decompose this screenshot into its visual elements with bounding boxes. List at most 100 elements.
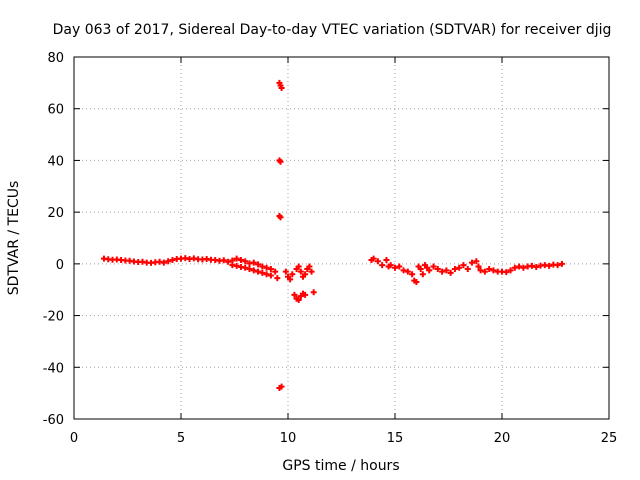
data-point (308, 268, 315, 275)
data-point (379, 262, 386, 269)
data-point (306, 263, 313, 270)
data-point (250, 267, 257, 274)
data-point (456, 264, 463, 271)
data-point (310, 289, 317, 296)
data-point (481, 268, 488, 275)
data-point (464, 266, 471, 273)
y-tick-label: -20 (43, 310, 64, 325)
data-point (246, 266, 253, 273)
data-point (282, 268, 289, 275)
data-point (225, 258, 232, 265)
data-point (277, 214, 284, 221)
data-point (558, 260, 565, 267)
data-point (274, 275, 281, 282)
y-tick-label: 40 (47, 154, 64, 169)
x-tick-label: 15 (387, 431, 404, 446)
x-tick-label: 25 (601, 431, 618, 446)
data-point (387, 262, 394, 269)
data-point (503, 269, 510, 276)
data-point (220, 257, 227, 264)
data-point (267, 266, 274, 273)
data-point (469, 259, 476, 266)
y-tick-label: 20 (47, 206, 64, 221)
data-point (473, 258, 480, 265)
data-point (533, 263, 540, 270)
data-point (169, 256, 176, 263)
data-point (259, 263, 266, 270)
data-point (409, 271, 416, 278)
data-point (430, 263, 437, 270)
y-axis-label: SDTVAR / TECUs (6, 181, 22, 296)
data-point (263, 264, 270, 271)
data-point (413, 278, 420, 285)
data-point (447, 269, 454, 276)
data-point (295, 263, 302, 270)
y-tick-label: 60 (47, 103, 64, 118)
data-points (100, 79, 565, 391)
data-point (490, 267, 497, 274)
data-point (546, 262, 553, 269)
data-point (486, 266, 493, 273)
data-point (374, 258, 381, 265)
data-point (242, 258, 249, 265)
data-point (477, 267, 484, 274)
data-point (475, 263, 482, 270)
x-tick-label: 10 (280, 431, 297, 446)
data-point (291, 291, 298, 298)
x-axis-label: GPS time / hours (282, 458, 399, 474)
data-point (520, 264, 527, 271)
plot-frame (73, 56, 610, 420)
data-point (233, 255, 240, 262)
data-point (392, 264, 398, 271)
data-point (400, 267, 407, 274)
data-point (396, 263, 403, 270)
data-point (554, 262, 561, 269)
data-point (250, 259, 257, 266)
ticks: 0 5 10 15 20 25 -60 -40 -20 0 20 40 60 80 (43, 51, 618, 446)
data-point (439, 268, 446, 275)
data-point (302, 291, 309, 298)
data-point (237, 256, 244, 263)
data-point (278, 383, 285, 390)
data-point (417, 266, 424, 273)
x-tick-label: 20 (494, 431, 511, 446)
data-point (419, 271, 426, 278)
data-point (516, 263, 523, 270)
x-tick-label: 0 (70, 431, 78, 446)
data-point (287, 276, 294, 283)
data-point (165, 258, 172, 265)
data-point (255, 268, 262, 275)
data-point (511, 264, 518, 271)
data-point (267, 272, 274, 279)
data-point (426, 267, 433, 274)
data-point (277, 158, 284, 165)
data-point (302, 271, 309, 278)
data-point (242, 264, 249, 271)
data-point (528, 262, 535, 269)
data-point (383, 256, 390, 263)
data-point (255, 261, 262, 268)
data-point (263, 271, 270, 278)
y-tick-label: -40 (43, 361, 64, 376)
data-point (160, 259, 167, 266)
data-point (259, 269, 266, 276)
data-point (443, 267, 450, 274)
grid (74, 57, 609, 419)
data-point (460, 262, 467, 269)
data-point (404, 268, 411, 275)
y-tick-label: 0 (56, 258, 64, 273)
x-tick-label: 5 (177, 431, 185, 446)
data-point (434, 266, 441, 273)
data-point (297, 268, 304, 275)
data-point (278, 85, 285, 92)
chart-title: Day 063 of 2017, Sidereal Day-to-day VTE… (53, 22, 612, 38)
data-point (272, 268, 279, 275)
data-point (451, 266, 458, 273)
data-point (370, 255, 377, 262)
data-point (295, 297, 302, 304)
data-point (233, 262, 240, 269)
y-tick-label: 80 (47, 51, 64, 66)
data-point (289, 271, 296, 278)
y-tick-label: -60 (43, 413, 64, 428)
